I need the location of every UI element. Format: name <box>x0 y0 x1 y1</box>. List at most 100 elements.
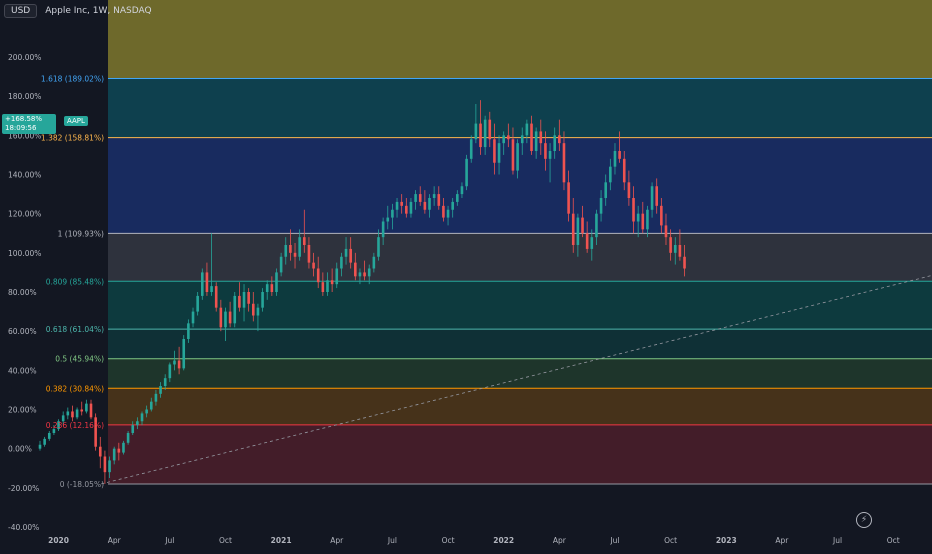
fib-band <box>108 233 932 282</box>
candle-body <box>636 213 640 222</box>
candle-body <box>307 245 311 263</box>
symbol-tag: AAPL <box>64 116 88 126</box>
candle-body <box>660 205 663 226</box>
candle-body <box>391 209 394 218</box>
candle-body <box>456 194 459 202</box>
fib-band <box>108 137 932 234</box>
fib-band <box>108 358 932 389</box>
candle-body <box>595 213 598 238</box>
candle-body <box>43 438 46 445</box>
fib-band-top <box>108 0 932 79</box>
candle-body <box>395 201 399 210</box>
candle-body <box>89 403 93 418</box>
candle-body <box>205 272 209 292</box>
candle-body <box>520 135 524 144</box>
candle-body <box>400 201 403 206</box>
candle-body <box>52 429 56 433</box>
candle-body <box>112 448 116 461</box>
candle-body <box>66 411 70 416</box>
candle-body <box>177 360 181 369</box>
candle-body <box>279 256 283 273</box>
candle-body <box>483 119 487 148</box>
candle-body <box>145 409 148 414</box>
candle-body <box>377 237 380 257</box>
fib-bands <box>108 0 932 485</box>
candle-body <box>71 411 74 418</box>
candle-body <box>571 213 575 245</box>
candle-body <box>367 268 371 277</box>
fib-band <box>108 424 932 485</box>
x-tick-label: Jul <box>387 536 397 545</box>
x-tick-label: 2023 <box>716 536 737 545</box>
candle-body <box>451 201 454 210</box>
x-tick-label: Apr <box>775 536 789 545</box>
candle-body <box>187 323 190 339</box>
y-tick-label: 20.00% <box>8 406 37 415</box>
candle-body <box>664 225 668 238</box>
current-price-tag: +168.58% 18:09:56 <box>2 114 56 134</box>
candle-body <box>428 198 431 210</box>
candle-body <box>442 205 445 218</box>
candle-body <box>293 252 297 257</box>
candle-body <box>650 186 654 210</box>
candle-body <box>344 248 348 257</box>
candle-body <box>493 139 496 163</box>
candle-body <box>539 131 543 144</box>
candle-body <box>683 256 686 269</box>
candle-body <box>423 201 427 210</box>
candle-body <box>80 409 84 412</box>
candle-body <box>316 268 320 283</box>
candle-body <box>576 217 580 245</box>
candle-body <box>437 194 441 206</box>
candle-body <box>312 262 315 269</box>
candle-body <box>627 182 631 198</box>
candle-body <box>460 186 464 195</box>
candle-body <box>562 143 566 183</box>
y-tick-label: 80.00% <box>8 288 37 297</box>
candle-body <box>567 182 570 214</box>
x-tick-label: Apr <box>108 536 122 545</box>
trend-line <box>101 275 932 485</box>
candle-body <box>618 151 621 159</box>
candle-body <box>669 237 672 253</box>
candle-body <box>330 280 334 285</box>
candle-body <box>224 311 227 328</box>
candle-body <box>497 143 501 163</box>
x-tick-label: 2021 <box>271 536 292 545</box>
candle-body <box>196 295 199 312</box>
candle-body <box>140 413 144 422</box>
candle-body <box>641 213 645 230</box>
candle-body <box>516 143 519 171</box>
fib-band <box>108 281 932 330</box>
candle-body <box>108 460 111 473</box>
candle-body <box>673 245 677 253</box>
candle-body <box>511 139 515 171</box>
candle-body <box>117 448 121 453</box>
candle-body <box>585 233 589 249</box>
candle-body <box>386 217 390 222</box>
candle-body <box>47 433 51 439</box>
candle-body <box>534 131 538 151</box>
candle-body <box>233 295 237 324</box>
candle-body <box>409 201 413 214</box>
candle-body <box>242 292 246 308</box>
candle-body <box>61 415 65 422</box>
candle-body <box>335 268 339 285</box>
candle-body <box>446 209 450 218</box>
candle-body <box>381 221 385 238</box>
y-tick-label: 160.00% <box>8 131 41 140</box>
candle-body <box>261 292 264 308</box>
candle-body <box>168 364 172 379</box>
x-tick-label: 2022 <box>493 536 514 545</box>
currency-button[interactable]: USD <box>4 4 38 18</box>
candle-body <box>354 262 357 277</box>
candle-body <box>219 307 223 328</box>
candle-body <box>553 135 556 151</box>
candle-body <box>57 421 60 430</box>
lightning-icon[interactable]: ⚡ <box>856 512 872 528</box>
candle-body <box>363 272 366 277</box>
fib-level-label: 1 (109.93%) <box>58 229 104 238</box>
candle-body <box>558 135 561 144</box>
